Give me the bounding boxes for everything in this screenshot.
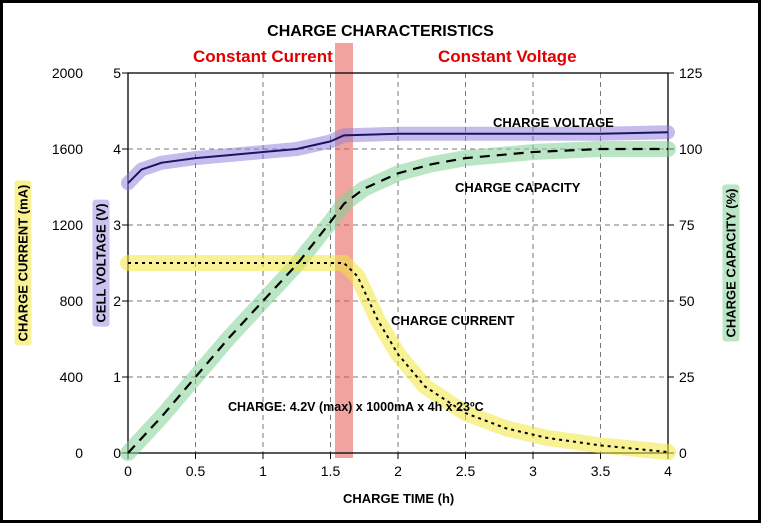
tick-label: 0 bbox=[679, 445, 687, 461]
tick-label: 25 bbox=[679, 369, 695, 385]
region-cv-label: Constant Voltage bbox=[438, 47, 577, 67]
tick-label: 800 bbox=[60, 293, 83, 309]
region-cc-label: Constant Current bbox=[193, 47, 333, 67]
tick-label: 3 bbox=[113, 217, 121, 233]
tick-label: 50 bbox=[679, 293, 695, 309]
tick-label: 2 bbox=[113, 293, 121, 309]
charge-note: CHARGE: 4.2V (max) x 1000mA x 4h x 23ºC bbox=[228, 400, 484, 414]
tick-label: 4 bbox=[113, 141, 121, 157]
series-voltage-label: CHARGE VOLTAGE bbox=[493, 115, 614, 130]
tick-label: 0 bbox=[75, 445, 83, 461]
tick-label: 400 bbox=[60, 369, 83, 385]
y-axis-right-label: CHARGE CAPACITY (%) bbox=[723, 184, 740, 341]
chart-title: CHARGE CHARACTERISTICS bbox=[3, 23, 758, 41]
series-current-label: CHARGE CURRENT bbox=[391, 313, 515, 328]
x-axis-label: CHARGE TIME (h) bbox=[343, 491, 454, 506]
tick-label: 1600 bbox=[52, 141, 83, 157]
y-axis-left-outer-label: CHARGE CURRENT (mA) bbox=[15, 181, 32, 346]
tick-label: 0 bbox=[113, 445, 121, 461]
tick-label: 3.5 bbox=[591, 463, 610, 479]
series-capacity-label: CHARGE CAPACITY bbox=[455, 180, 580, 195]
tick-label: 2.5 bbox=[456, 463, 475, 479]
tick-label: 125 bbox=[679, 65, 702, 81]
tick-label: 4 bbox=[664, 463, 672, 479]
tick-label: 0 bbox=[124, 463, 132, 479]
tick-label: 100 bbox=[679, 141, 702, 157]
chart-frame: { "title": { "text": "CHARGE CHARACTERIS… bbox=[0, 0, 761, 523]
tick-label: 5 bbox=[113, 65, 121, 81]
tick-label: 1 bbox=[113, 369, 121, 385]
tick-label: 0.5 bbox=[186, 463, 205, 479]
tick-label: 3 bbox=[529, 463, 537, 479]
tick-label: 1.5 bbox=[321, 463, 340, 479]
tick-label: 1 bbox=[259, 463, 267, 479]
tick-label: 75 bbox=[679, 217, 695, 233]
tick-label: 2000 bbox=[52, 65, 83, 81]
y-axis-left-inner-label: CELL VOLTAGE (V) bbox=[93, 199, 110, 326]
tick-label: 2 bbox=[394, 463, 402, 479]
tick-label: 1200 bbox=[52, 217, 83, 233]
